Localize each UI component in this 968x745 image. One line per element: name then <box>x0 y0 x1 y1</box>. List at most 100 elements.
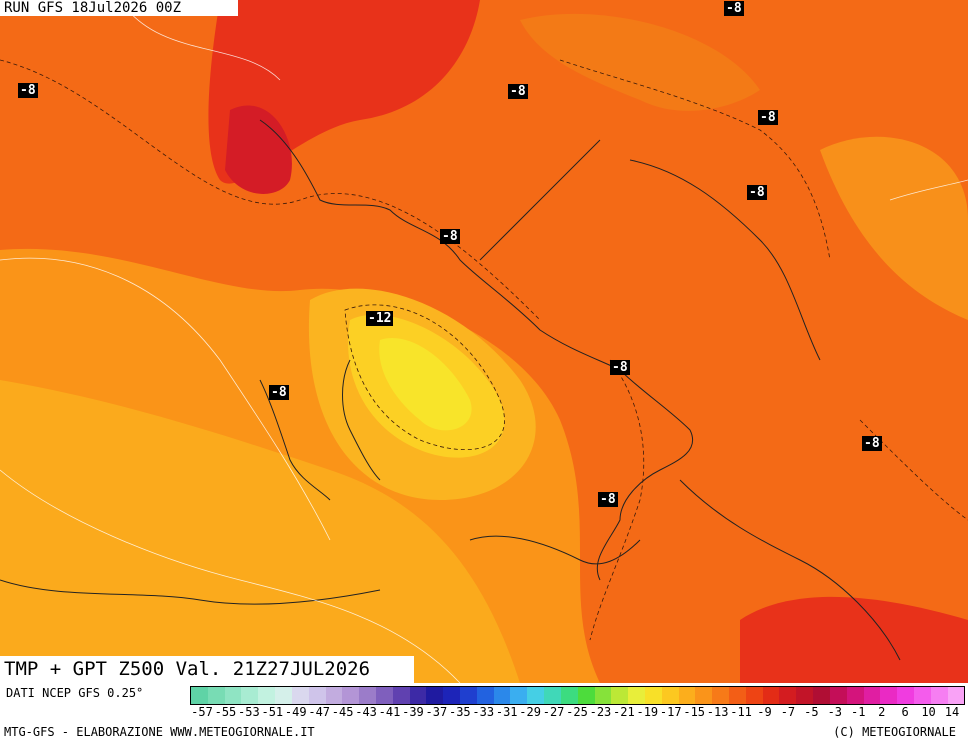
color-scale-swatch <box>426 687 444 704</box>
color-scale-swatch <box>695 687 713 704</box>
color-scale-tick-label: -21 <box>613 705 635 719</box>
color-scale-swatch <box>460 687 477 704</box>
temperature-field <box>0 0 968 683</box>
geopotential-lines <box>0 0 968 683</box>
color-scale-tick-label: -39 <box>402 705 424 719</box>
color-scale-swatch <box>897 687 914 704</box>
color-scale-tick-label: -47 <box>308 705 331 719</box>
color-scale-tick-label: -3 <box>827 705 843 719</box>
color-scale-swatch <box>224 687 242 704</box>
color-scale-swatch <box>813 687 830 704</box>
color-scale-swatch <box>863 687 881 704</box>
color-scale-tick-label: -9 <box>757 705 772 719</box>
color-scale-swatch <box>207 687 225 704</box>
color-scale-tick-label: 14 <box>944 705 960 719</box>
color-scale-swatch <box>241 687 259 704</box>
color-scale-tick-label: -31 <box>495 705 518 719</box>
color-scale-swatch <box>275 687 292 704</box>
cold-core <box>379 338 472 431</box>
map-title: TMP + GPT Z500 Val. 21Z27JUL2026 <box>0 656 414 683</box>
credit-left: MTG-GFS - ELABORAZIONE WWW.METEOGIORNALE… <box>4 725 315 739</box>
color-scale-tick-label: -17 <box>659 705 682 719</box>
color-scale-swatch <box>359 687 376 704</box>
coastlines <box>0 119 901 661</box>
color-scale-tick-label: -55 <box>214 705 237 719</box>
color-scale-swatch <box>527 687 545 704</box>
color-scale-swatch <box>191 687 208 704</box>
isoline-label: -8 <box>610 360 630 375</box>
color-scale-swatch <box>325 687 343 704</box>
isoline-label: -8 <box>758 110 778 125</box>
color-scale-swatch <box>544 687 561 704</box>
color-scale-tick-label: -5 <box>804 705 819 719</box>
color-scale-swatch <box>661 687 679 704</box>
band-orange <box>0 380 520 683</box>
color-scale-tick-label: -35 <box>448 705 471 719</box>
isoline-label: -8 <box>747 185 767 200</box>
color-scale-tick-label: -45 <box>331 705 354 719</box>
color-scale-tick-label: -7 <box>780 705 796 719</box>
color-scale-swatch <box>510 687 528 704</box>
color-scale <box>190 686 966 705</box>
color-scale-tick-label: 10 <box>921 705 936 719</box>
color-scale-swatch <box>493 687 511 704</box>
color-scale-ticks: -57 -55 -53 -51 -49 -47 -45 -43 -41 -39 -37 -35 -33-… <box>190 705 966 723</box>
isoline-label: -8 <box>440 229 460 244</box>
color-scale-swatch <box>930 687 948 704</box>
isoline-label: -8 <box>269 385 289 400</box>
map-panel <box>0 0 968 683</box>
color-scale-tick-label: -51 <box>261 705 284 719</box>
color-scale-tick-label: -19 <box>636 705 659 719</box>
legend-footer: DATI NCEP GFS 0.25° -57 -55 -53 -51 -49 -47 -4… <box>0 683 968 745</box>
color-scale-tick-label: -43 <box>355 705 377 719</box>
color-scale-tick-label: -41 <box>378 705 401 719</box>
color-scale-swatch <box>577 687 595 704</box>
color-scale-tick-label: -13 <box>706 705 729 719</box>
isoline-label: -8 <box>724 1 744 16</box>
color-scale-swatch <box>342 687 360 704</box>
color-scale-tick-label: -33 <box>472 705 495 719</box>
isotherms <box>0 59 968 641</box>
color-scale-tick-label: -23 <box>589 705 612 719</box>
color-scale-swatch <box>258 687 276 704</box>
color-scale-tick-label: 2 <box>878 705 886 719</box>
color-scale-swatch <box>628 687 645 704</box>
color-scale-swatch <box>308 687 326 704</box>
color-scale-swatch <box>560 687 578 704</box>
color-scale-swatch <box>913 687 931 704</box>
color-scale-swatch <box>712 687 729 704</box>
isoline-label: -8 <box>598 492 618 507</box>
color-scale-tick-label: -53 <box>238 705 260 719</box>
color-scale-tick-label: -15 <box>683 705 706 719</box>
band-east <box>820 136 968 320</box>
data-source: DATI NCEP GFS 0.25° <box>6 686 144 700</box>
color-scale-swatch <box>291 687 309 704</box>
warm-core-france <box>225 105 292 194</box>
color-scale-swatch <box>947 687 965 704</box>
color-scale-swatch <box>846 687 864 704</box>
color-scale-tick-label: -27 <box>542 705 565 719</box>
color-scale-tick-label: -11 <box>730 705 752 719</box>
color-scale-tick-label: 6 <box>901 705 909 719</box>
color-scale-swatch <box>762 687 780 704</box>
isoline-label: -8 <box>18 83 38 98</box>
color-scale-swatch <box>594 687 612 704</box>
color-scale-swatch <box>796 687 814 704</box>
color-scale-swatch <box>644 687 662 704</box>
color-scale-swatch <box>611 687 629 704</box>
color-scale-swatch <box>678 687 696 704</box>
isoline-label: -8 <box>508 84 528 99</box>
color-scale-swatch <box>779 687 797 704</box>
credit-right: (C) METEOGIORNALE <box>833 725 956 739</box>
warm-core-south <box>740 596 968 683</box>
color-scale-swatch <box>409 687 427 704</box>
isoline-label: -12 <box>366 311 394 326</box>
isoline-label: -8 <box>862 436 882 451</box>
color-scale-swatch <box>392 687 410 704</box>
color-scale-tick-label: -25 <box>566 705 588 719</box>
color-scale-swatch <box>476 687 494 704</box>
color-scale-swatch <box>745 687 763 704</box>
run-label: RUN GFS 18Jul2026 00Z <box>0 0 238 16</box>
color-scale-swatch <box>443 687 460 704</box>
color-scale-tick-label: -1 <box>851 705 866 719</box>
